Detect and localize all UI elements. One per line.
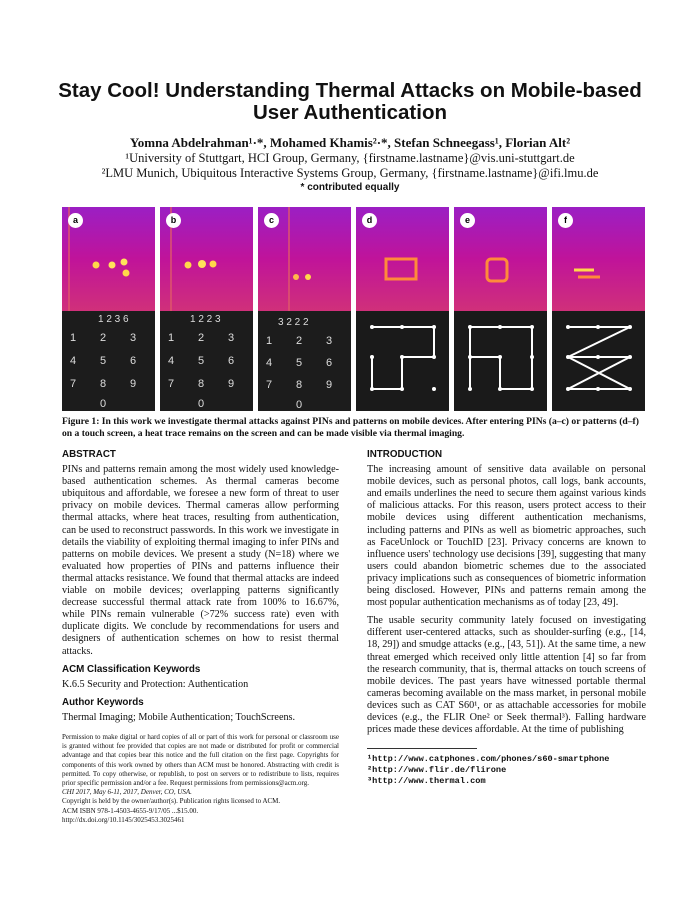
keypad-c: 1 2 3 4 5 6 7 8 9 0 xyxy=(266,335,332,411)
svg-text:4: 4 xyxy=(70,355,76,367)
permission-notice: Permission to make digital or hard copie… xyxy=(62,733,339,788)
keywords-text: Thermal Imaging; Mobile Authentication; … xyxy=(62,711,296,723)
svg-text:5: 5 xyxy=(100,355,106,367)
permission-block: Permission to make digital or hard copie… xyxy=(62,733,339,825)
panel-label-c: c xyxy=(264,213,279,228)
svg-text:3: 3 xyxy=(326,335,332,347)
abstract-heading: ABSTRACT xyxy=(62,449,116,460)
acm-text: K.6.5 Security and Protection: Authentic… xyxy=(62,678,249,690)
svg-text:7: 7 xyxy=(266,379,272,391)
intro-paragraph-1: The increasing amount of sensitive data … xyxy=(367,464,646,609)
svg-text:5: 5 xyxy=(198,355,204,367)
svg-text:6: 6 xyxy=(130,355,136,367)
svg-text:0: 0 xyxy=(198,398,204,410)
svg-text:9: 9 xyxy=(326,379,332,391)
abstract-text: PINs and patterns remain among the most … xyxy=(62,464,339,657)
figure-thermal-images: 1 2 3 6 1 2 3 4 5 6 7 8 9 0 a 1 2 2 3 1 2 3 4 5 6 … xyxy=(62,207,646,411)
svg-text:7: 7 xyxy=(70,378,76,390)
left-column: ABSTRACT PINs and patterns remain among … xyxy=(62,449,339,730)
keypad-b: 1 2 3 4 5 6 7 8 9 0 xyxy=(168,332,234,410)
thermal-image-e xyxy=(454,207,547,411)
svg-text:0: 0 xyxy=(100,398,106,410)
svg-text:4: 4 xyxy=(266,357,272,369)
intro-heading: INTRODUCTION xyxy=(367,449,443,460)
svg-text:6: 6 xyxy=(326,357,332,369)
svg-text:9: 9 xyxy=(130,378,136,390)
conference-info: CHI 2017, May 6-11, 2017, Denver, CO, US… xyxy=(62,788,192,797)
keypad-a: 1 2 3 4 5 6 7 8 9 0 xyxy=(70,332,136,410)
panel-label-b: b xyxy=(166,213,181,228)
svg-text:5: 5 xyxy=(296,357,302,369)
thermal-image-c: 3 2 2 2 1 2 3 4 5 6 7 8 9 0 xyxy=(258,207,351,411)
thermal-panel-d: d xyxy=(356,207,449,411)
svg-text:4: 4 xyxy=(168,355,174,367)
svg-text:2: 2 xyxy=(198,332,204,344)
svg-text:1: 1 xyxy=(266,335,272,347)
thermal-image-a: 1 2 3 6 1 2 3 4 5 6 7 8 9 0 xyxy=(62,207,155,411)
thermal-panel-a: 1 2 3 6 1 2 3 4 5 6 7 8 9 0 a xyxy=(62,207,155,411)
affiliation-1: ¹University of Stuttgart, HCI Group, Ger… xyxy=(125,151,575,165)
copyright-line: Copyright is held by the owner/author(s)… xyxy=(62,797,281,806)
panel-label-a: a xyxy=(68,213,83,228)
svg-text:6: 6 xyxy=(228,355,234,367)
panel-label-e: e xyxy=(460,213,475,228)
panel-label-f: f xyxy=(558,213,573,228)
svg-text:3: 3 xyxy=(228,332,234,344)
thermal-panel-e: e xyxy=(454,207,547,411)
svg-text:0: 0 xyxy=(296,399,302,411)
svg-text:1: 1 xyxy=(168,332,174,344)
footnote-divider xyxy=(367,748,477,749)
isbn-line: ACM ISBN 978-1-4503-4655-9/17/05 ...$15.… xyxy=(62,806,199,815)
thermal-image-d xyxy=(356,207,449,411)
thermal-image-f xyxy=(552,207,645,411)
intro-paragraph-2: The usable security community lately foc… xyxy=(367,615,646,736)
thermal-panel-f: f xyxy=(552,207,645,411)
footnote-3[interactable]: ³http://www.thermal.com xyxy=(367,776,486,786)
svg-text:3: 3 xyxy=(130,332,136,344)
svg-text:2: 2 xyxy=(100,332,106,344)
acm-heading: ACM Classification Keywords xyxy=(62,663,201,675)
pin-display-a: 1 2 3 6 xyxy=(98,314,129,325)
svg-text:7: 7 xyxy=(168,378,174,390)
footnote-1[interactable]: ¹http://www.catphones.com/phones/s60-sma… xyxy=(367,754,610,764)
thermal-panel-b: 1 2 2 3 1 2 3 4 5 6 7 8 9 0 b xyxy=(160,207,253,411)
paper-title: Stay Cool! Understanding Thermal Attacks… xyxy=(58,79,642,124)
pin-display-b: 1 2 2 3 xyxy=(190,314,221,325)
footnotes: ¹http://www.catphones.com/phones/s60-sma… xyxy=(367,754,646,787)
pin-display-c: 3 2 2 2 xyxy=(278,317,309,328)
pattern-d xyxy=(371,326,435,390)
svg-text:8: 8 xyxy=(198,378,204,390)
svg-text:2: 2 xyxy=(296,335,302,347)
thermal-panel-c: 3 2 2 2 1 2 3 4 5 6 7 8 9 0 c xyxy=(258,207,351,411)
panel-label-d: d xyxy=(362,213,377,228)
svg-text:8: 8 xyxy=(100,378,106,390)
figure-caption: Figure 1: In this work we investigate th… xyxy=(62,416,639,439)
svg-text:1: 1 xyxy=(70,332,76,344)
keywords-heading: Author Keywords xyxy=(62,696,144,708)
doi-link[interactable]: http://dx.doi.org/10.1145/3025453.302546… xyxy=(62,815,185,824)
right-column: INTRODUCTION The increasing amount of se… xyxy=(367,449,646,742)
svg-text:8: 8 xyxy=(296,379,302,391)
footnote-2[interactable]: ²http://www.flir.de/flirone xyxy=(367,765,507,775)
contributed-note: * contributed equally xyxy=(300,182,400,193)
thermal-image-b: 1 2 2 3 1 2 3 4 5 6 7 8 9 0 xyxy=(160,207,253,411)
svg-text:9: 9 xyxy=(228,378,234,390)
affiliation-2: ²LMU Munich, Ubiquitous Interactive Syst… xyxy=(101,166,599,180)
author-list: Yomna Abdelrahman¹·*, Mohamed Khamis²·*,… xyxy=(129,135,571,150)
